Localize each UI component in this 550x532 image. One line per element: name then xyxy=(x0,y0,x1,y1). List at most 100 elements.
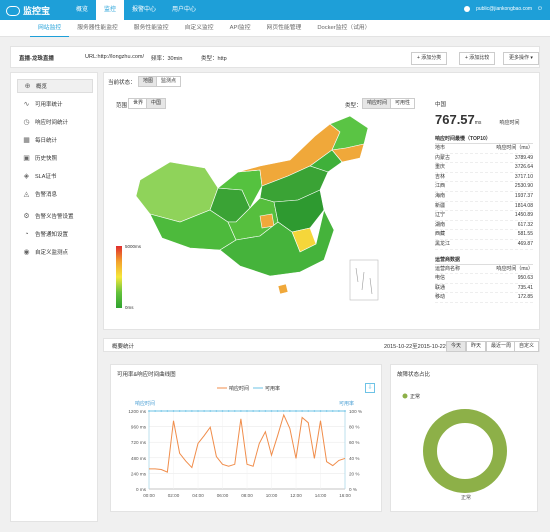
sidebar-item-daily[interactable]: ▦ 每日统计 xyxy=(17,133,93,147)
logout-icon[interactable]: ⏻ xyxy=(538,6,542,12)
tab-world[interactable]: 世界 xyxy=(128,98,149,109)
sidebar-item-notify-settings[interactable]: ◔ 告警通知设置 xyxy=(17,227,93,241)
sidebar-item-label: 告警通知设置 xyxy=(35,232,69,238)
sidebar-item-snapshot[interactable]: ▣ 历史快照 xyxy=(17,151,93,165)
logo-text: 监控宝 xyxy=(23,6,51,16)
subnav-website[interactable]: 网站监控 xyxy=(30,20,70,37)
isp-name: 联通 xyxy=(435,284,446,291)
map-region-south[interactable] xyxy=(219,209,335,277)
isp-title: 运营商数据 xyxy=(435,256,533,265)
main-nav: 概览 监控 报警中心 用户中心 xyxy=(68,0,204,20)
nav-overview[interactable]: 概览 xyxy=(76,7,89,13)
pie-chart-title: 故障状态占比 xyxy=(397,372,431,378)
user-avatar-icon xyxy=(464,6,471,12)
availability-point xyxy=(325,410,328,412)
sidebar-item-alerts[interactable]: ◬ 告警消息 xyxy=(17,187,93,201)
y-tick-right: 20 % xyxy=(349,471,359,476)
top10-header: 地市 响应时间（ms） xyxy=(435,144,533,154)
x-tick: 16:00 xyxy=(339,493,351,498)
line-chart-panel: 可用率&响应时间曲线图 ⇩ 响应时间 可用率 响应时间 可用率 0 ms 240 ms 48… xyxy=(110,364,382,512)
x-tick: 10:00 xyxy=(266,493,278,498)
top10-row: 内蒙古 3789.49 xyxy=(435,154,533,164)
subnav-server[interactable]: 服务器性能监控 xyxy=(77,25,118,31)
add-category-button[interactable]: + 添加分类 xyxy=(411,52,448,65)
tab-monitor-points[interactable]: 监测点 xyxy=(156,76,182,87)
sidebar-item-sla[interactable]: ◈ SLA证书 xyxy=(17,169,93,183)
sidebar-item-response[interactable]: ◷ 响应时间统计 xyxy=(17,115,93,129)
availability-point xyxy=(313,410,316,412)
y-tick-left: 720 ms xyxy=(131,440,147,445)
y-tick-right: 0 % xyxy=(349,487,357,492)
sidebar-item-alert-settings[interactable]: ⚙ 告警义告警设置 xyxy=(17,209,93,223)
availability-point xyxy=(148,410,150,412)
y-axis-right-title: 可用率 xyxy=(339,400,354,407)
top10-name: 海南 xyxy=(435,192,446,199)
certificate-icon: ◈ xyxy=(23,172,30,180)
availability-point xyxy=(337,410,340,412)
top10-row: 海南 1937.37 xyxy=(435,192,533,202)
nav-monitor[interactable]: 监控 xyxy=(96,0,125,20)
tab-map[interactable]: 地图 xyxy=(138,76,159,87)
availability-point xyxy=(301,410,304,412)
availability-point xyxy=(203,410,206,412)
availability-point xyxy=(239,410,242,412)
tab-response-time[interactable]: 响应时间 xyxy=(362,98,393,109)
camera-icon: ▣ xyxy=(23,154,30,162)
nav-alert-center[interactable]: 报警中心 xyxy=(132,7,157,13)
summary-title: 概要统计 xyxy=(112,344,135,350)
south-sea-islands xyxy=(355,267,373,295)
top10-row: 江西 2530.90 xyxy=(435,182,533,192)
more-actions-button[interactable]: 更多操作 ▾ xyxy=(503,52,539,65)
availability-point xyxy=(172,410,175,412)
availability-point xyxy=(295,410,297,412)
logo[interactable]: 监控宝 xyxy=(6,4,50,17)
top10-row: 西藏 581.55 xyxy=(435,230,533,240)
top10-value: 3789.49 xyxy=(514,154,533,161)
subnav-docker[interactable]: Docker监控（试用） xyxy=(317,25,371,31)
top10-row: 新疆 1814.08 xyxy=(435,202,533,212)
availability-point xyxy=(246,410,248,412)
task-header: 直播-龙珠直播 URL:http://longzhu.com/ 频率：30min… xyxy=(10,46,540,68)
pie-legend-label: 正常 xyxy=(410,393,420,400)
sidebar-item-label: 可用率统计 xyxy=(35,102,63,108)
yesterday-button[interactable]: 昨天 xyxy=(466,341,487,352)
x-tick: 08:00 xyxy=(241,493,253,498)
top10-row: 吉林 3717.10 xyxy=(435,173,533,183)
top10-name: 辽宁 xyxy=(435,212,446,219)
sidebar-item-label: 告警消息 xyxy=(35,192,58,198)
tab-china[interactable]: 中国 xyxy=(146,98,167,109)
subnav-webpage[interactable]: 网页性能管理 xyxy=(266,25,302,31)
isp-col-name: 运营商名称 xyxy=(435,265,461,272)
add-compare-button[interactable]: + 添加比较 xyxy=(459,52,496,65)
availability-point xyxy=(209,410,212,412)
top10-value: 581.55 xyxy=(517,231,533,238)
sidebar: ⊕ 概览 ∿ 可用率统计 ◷ 响应时间统计 ▦ 每日统计 ▣ 历史快照 ◈ SLA证书 ◬ 告… xyxy=(10,72,98,522)
legend-max-label: 5000ms xyxy=(125,244,142,249)
custom-range-button[interactable]: 自定义 xyxy=(514,341,539,352)
sidebar-item-custom-points[interactable]: ◉ 自定义监测点 xyxy=(17,245,93,259)
isp-row: 移动 172.85 xyxy=(435,293,533,303)
sidebar-item-label: 响应时间统计 xyxy=(35,120,69,126)
download-icon[interactable]: ⇩ xyxy=(365,383,375,393)
china-map[interactable] xyxy=(110,110,400,320)
map-region-hainan[interactable] xyxy=(277,283,289,295)
stats-region: 中国 xyxy=(435,102,447,108)
sidebar-item-availability[interactable]: ∿ 可用率统计 xyxy=(17,97,93,111)
y-tick-right: 80 % xyxy=(349,425,359,430)
top10-row: 黑龙江 469.87 xyxy=(435,240,533,250)
map-region-chongqing[interactable] xyxy=(259,213,275,229)
availability-point xyxy=(227,410,230,412)
nav-user-center[interactable]: 用户中心 xyxy=(172,7,197,13)
top10-value: 617.32 xyxy=(517,221,533,228)
last-week-button[interactable]: 最近一周 xyxy=(486,341,517,352)
subnav-service[interactable]: 服务性能监控 xyxy=(133,25,169,31)
user-menu[interactable]: public@jiankongbao.com ⏻ xyxy=(464,6,542,12)
calendar-icon: ▦ xyxy=(23,136,30,144)
availability-point xyxy=(190,410,193,412)
y-axis-left-title: 响应时间 xyxy=(135,400,155,407)
sidebar-item-overview[interactable]: ⊕ 概览 xyxy=(17,79,93,93)
subnav-api[interactable]: API监控 xyxy=(229,25,251,31)
tab-availability[interactable]: 可用性 xyxy=(390,98,416,109)
subnav-custom[interactable]: 自定义监控 xyxy=(184,25,214,31)
today-button[interactable]: 今天 xyxy=(446,341,467,352)
